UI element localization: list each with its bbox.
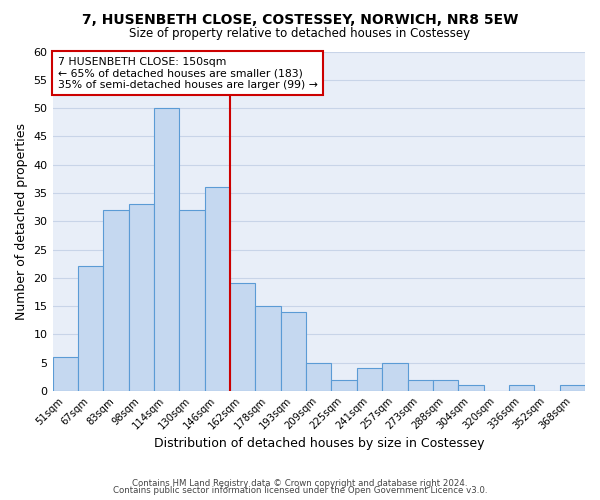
Text: Contains HM Land Registry data © Crown copyright and database right 2024.: Contains HM Land Registry data © Crown c… <box>132 478 468 488</box>
Bar <box>256 306 281 391</box>
Text: 7 HUSENBETH CLOSE: 150sqm
← 65% of detached houses are smaller (183)
35% of semi: 7 HUSENBETH CLOSE: 150sqm ← 65% of detac… <box>58 56 318 90</box>
Y-axis label: Number of detached properties: Number of detached properties <box>15 122 28 320</box>
Text: Size of property relative to detached houses in Costessey: Size of property relative to detached ho… <box>130 28 470 40</box>
Bar <box>154 108 179 391</box>
Bar <box>103 210 128 391</box>
Bar <box>53 357 78 391</box>
Bar <box>205 188 230 391</box>
Bar <box>179 210 205 391</box>
Bar <box>560 386 585 391</box>
Bar <box>433 380 458 391</box>
Bar <box>306 362 331 391</box>
Text: 7, HUSENBETH CLOSE, COSTESSEY, NORWICH, NR8 5EW: 7, HUSENBETH CLOSE, COSTESSEY, NORWICH, … <box>82 12 518 26</box>
Bar <box>128 204 154 391</box>
Bar <box>281 312 306 391</box>
Bar <box>230 284 256 391</box>
X-axis label: Distribution of detached houses by size in Costessey: Distribution of detached houses by size … <box>154 437 484 450</box>
Text: Contains public sector information licensed under the Open Government Licence v3: Contains public sector information licen… <box>113 486 487 495</box>
Bar <box>78 266 103 391</box>
Bar <box>331 380 357 391</box>
Bar <box>458 386 484 391</box>
Bar <box>407 380 433 391</box>
Bar <box>509 386 534 391</box>
Bar <box>382 362 407 391</box>
Bar <box>357 368 382 391</box>
